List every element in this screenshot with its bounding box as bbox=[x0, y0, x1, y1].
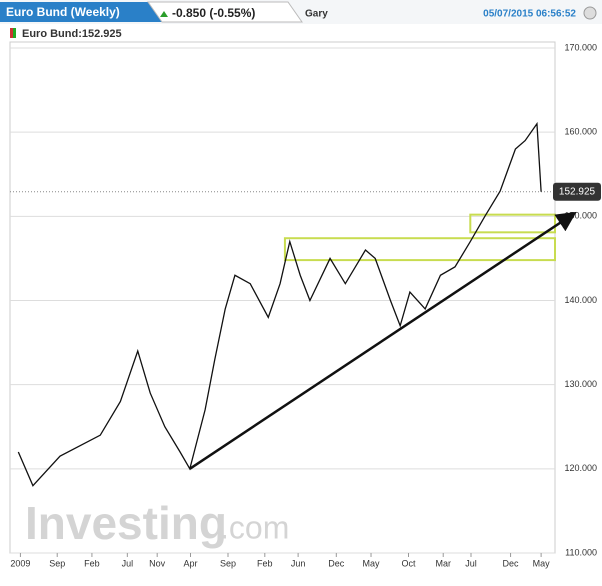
x-tick-label: Sep bbox=[220, 558, 236, 568]
up-arrow bbox=[160, 11, 168, 17]
close-button[interactable] bbox=[583, 6, 597, 20]
x-tick-label: Jul bbox=[465, 558, 477, 568]
x-tick-label: Oct bbox=[402, 558, 417, 568]
y-tick-label: 110.000 bbox=[565, 547, 597, 557]
trendline bbox=[189, 211, 577, 470]
x-tick-label: Jun bbox=[291, 558, 306, 568]
y-tick-label: 120.000 bbox=[564, 463, 597, 473]
change: -0.850 (-0.55%) bbox=[172, 6, 255, 20]
timestamp: 05/07/2015 06:56:52 bbox=[483, 9, 576, 20]
watermark-suffix: .com bbox=[220, 509, 289, 545]
x-tick-label: Sep bbox=[49, 558, 65, 568]
x-tick-label: Dec bbox=[328, 558, 345, 568]
last-price-label: 152.925 bbox=[559, 186, 596, 197]
change-tab bbox=[147, 1, 303, 23]
x-tick-label: May bbox=[363, 558, 381, 568]
y-tick-label: 130.000 bbox=[564, 379, 597, 389]
watermark: Investing bbox=[25, 497, 227, 549]
x-tick-label: 2009 bbox=[10, 558, 30, 568]
last-price-box bbox=[553, 182, 601, 201]
x-tick-label: May bbox=[533, 558, 551, 568]
y-tick-label: 160.000 bbox=[564, 127, 597, 137]
zone bbox=[283, 237, 556, 262]
legend-icon-2 bbox=[13, 28, 16, 38]
title: Euro Bund (Weekly) bbox=[6, 5, 120, 19]
y-tick-label: 170.000 bbox=[564, 42, 597, 52]
x-tick-label: Jul bbox=[122, 558, 134, 568]
x-tick-label: Mar bbox=[435, 558, 451, 568]
x-tick-label: Feb bbox=[84, 558, 100, 568]
legend-icon bbox=[10, 28, 15, 38]
zone bbox=[469, 213, 557, 234]
price-line bbox=[17, 121, 542, 487]
legend: Euro Bund:152.925 bbox=[22, 28, 122, 40]
y-tick-label: 150.000 bbox=[564, 211, 597, 221]
x-tick-label: Apr bbox=[184, 558, 198, 568]
x-tick-label: Dec bbox=[503, 558, 520, 568]
plot-frame bbox=[9, 41, 556, 554]
x-tick-label: Feb bbox=[257, 558, 273, 568]
y-tick-label: 140.000 bbox=[564, 295, 597, 305]
x-tick-label: Nov bbox=[149, 558, 166, 568]
user: Gary bbox=[305, 9, 328, 20]
title-tab bbox=[0, 2, 162, 22]
